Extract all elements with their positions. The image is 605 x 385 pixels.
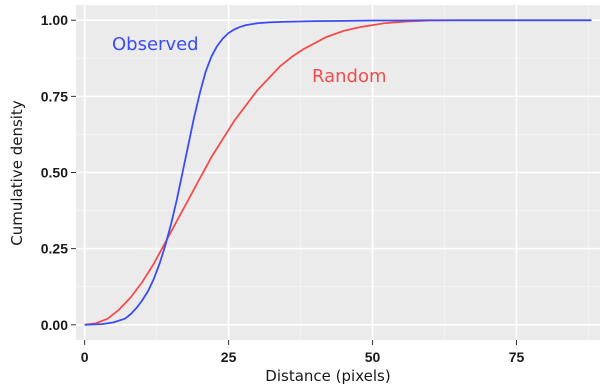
y-tick-label: 1.00 (41, 12, 68, 28)
series-line-random (84, 19, 592, 326)
x-tick-label: 75 (509, 349, 525, 365)
axis-ticks (71, 19, 518, 345)
x-axis-title: Distance (pixels) (265, 367, 390, 385)
y-tick-label: 0.25 (41, 241, 68, 257)
y-tick-label: 0.50 (41, 165, 68, 181)
series-label-observed: Observed (112, 34, 199, 55)
major-gridlines (76, 5, 600, 340)
x-tick-label: 25 (221, 349, 237, 365)
x-tick-label: 0 (81, 349, 89, 365)
y-axis-title: Cumulative density (8, 100, 26, 246)
series-label-random: Random (312, 66, 387, 87)
x-tick-label: 50 (365, 349, 381, 365)
series-lines (84, 19, 592, 326)
y-tick-labels: 0.00 0.25 0.50 0.75 1.00 (41, 12, 68, 333)
y-tick-label: 0.75 (41, 88, 68, 104)
y-tick-label: 0.00 (41, 317, 68, 333)
series-line-observed (84, 19, 592, 326)
x-tick-labels: 0 25 50 75 (81, 349, 525, 365)
